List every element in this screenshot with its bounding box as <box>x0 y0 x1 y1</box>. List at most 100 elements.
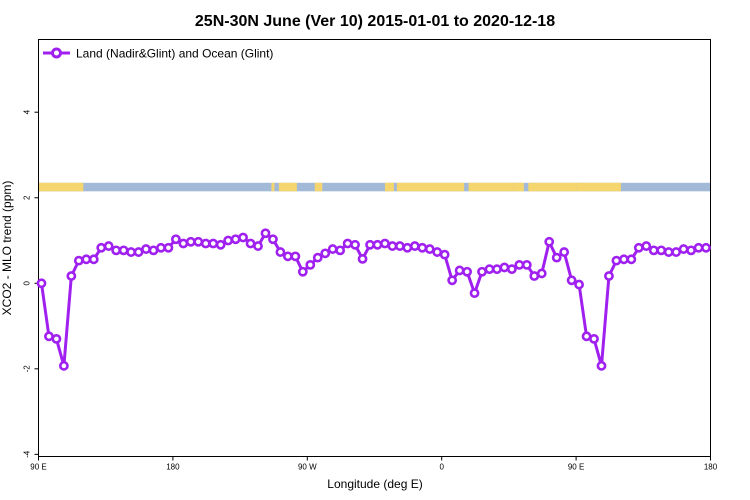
data-point <box>156 242 166 253</box>
data-point <box>215 239 226 250</box>
data-point <box>178 238 189 249</box>
legend-entry: Land (Nadir&Glint) and Ocean (Glint) <box>76 47 273 61</box>
chart-title: 25N-30N June (Ver 10) 2015-01-01 to 2020… <box>195 13 555 30</box>
series-land-ocean <box>36 228 711 371</box>
data-point <box>521 259 532 270</box>
data-point <box>686 245 696 256</box>
y-axis-label: XCO2 - MLO trend (ppm) <box>0 181 14 316</box>
land-ocean-strip <box>38 182 711 192</box>
data-point <box>506 264 517 275</box>
x-tick-label: 90 E <box>568 463 584 472</box>
data-point <box>111 245 122 256</box>
data-point <box>320 248 331 259</box>
y-tick-label: -2 <box>23 365 32 373</box>
data-point <box>170 234 181 245</box>
data-point <box>81 254 92 265</box>
ocean-band <box>38 182 711 192</box>
data-point <box>402 242 413 253</box>
data-point <box>514 259 525 270</box>
data-point <box>394 241 405 251</box>
data-point <box>312 252 323 263</box>
data-point <box>589 333 599 344</box>
data-point <box>671 247 682 257</box>
data-point <box>439 249 450 260</box>
data-point <box>223 235 234 246</box>
data-point <box>693 242 704 253</box>
data-point <box>126 247 136 257</box>
data-point <box>118 245 129 256</box>
data-point <box>596 360 607 371</box>
data-point <box>499 262 510 273</box>
data-point <box>454 265 465 276</box>
x-tick-label: 0 <box>439 463 444 472</box>
data-point <box>185 236 196 247</box>
data-point <box>253 241 263 251</box>
data-point <box>387 241 398 251</box>
x-tick-label: 90 E <box>30 463 46 472</box>
data-point <box>536 268 547 279</box>
land-segment <box>271 182 275 192</box>
data-point <box>424 244 435 254</box>
data-point <box>648 245 659 256</box>
data-point <box>357 254 368 264</box>
land-segment <box>278 182 297 192</box>
y-tick-label: -4 <box>23 450 32 458</box>
data-point <box>417 242 428 253</box>
data-point <box>477 266 487 277</box>
x-tick-label: 180 <box>166 463 180 472</box>
data-point <box>611 255 622 266</box>
data-point <box>566 275 577 286</box>
data-point <box>66 271 77 281</box>
data-point <box>641 241 652 251</box>
data-point <box>484 264 495 275</box>
data-point <box>380 238 390 249</box>
data-point <box>335 245 346 256</box>
data-point <box>193 236 204 247</box>
data-point <box>544 236 555 247</box>
data-point <box>469 288 480 299</box>
data-point <box>581 331 592 342</box>
data-point <box>365 239 375 250</box>
data-point <box>432 247 443 257</box>
data-point <box>238 232 248 243</box>
data-point <box>44 331 54 342</box>
data-point <box>88 254 99 265</box>
y-tick-label: 0 <box>23 281 32 286</box>
data-point <box>559 247 570 257</box>
data-point <box>297 266 308 277</box>
data-point <box>290 251 301 262</box>
data-point <box>327 244 338 254</box>
land-segment <box>384 182 394 192</box>
y-tick-label: 2 <box>23 195 32 200</box>
x-axis: 90 E 180 90 W 0 90 E 180 <box>30 456 718 472</box>
data-point <box>275 247 286 257</box>
data-point <box>141 244 151 254</box>
data-point <box>200 238 211 249</box>
data-point <box>103 241 114 251</box>
data-point <box>133 247 144 257</box>
data-point <box>626 254 637 265</box>
legend: Land (Nadir&Glint) and Ocean (Glint) <box>43 47 273 61</box>
data-point <box>372 239 383 250</box>
data-point <box>604 271 614 281</box>
data-point <box>701 242 711 253</box>
x-tick-label: 90 W <box>298 463 317 472</box>
land-segment <box>314 182 323 192</box>
data-point <box>245 238 256 249</box>
y-axis: -4 -2 0 2 4 <box>23 109 39 458</box>
data-point <box>529 271 540 281</box>
x-tick-label: 180 <box>704 463 718 472</box>
data-point <box>350 239 360 250</box>
data-point <box>492 264 502 275</box>
land-segment <box>528 182 577 192</box>
data-point <box>574 279 584 290</box>
data-point <box>462 266 472 277</box>
data-point <box>656 245 667 256</box>
data-point <box>230 234 241 245</box>
data-point <box>618 254 629 265</box>
data-point <box>663 247 674 257</box>
land-segment <box>513 182 524 192</box>
data-point <box>96 242 107 253</box>
data-point <box>51 333 62 344</box>
